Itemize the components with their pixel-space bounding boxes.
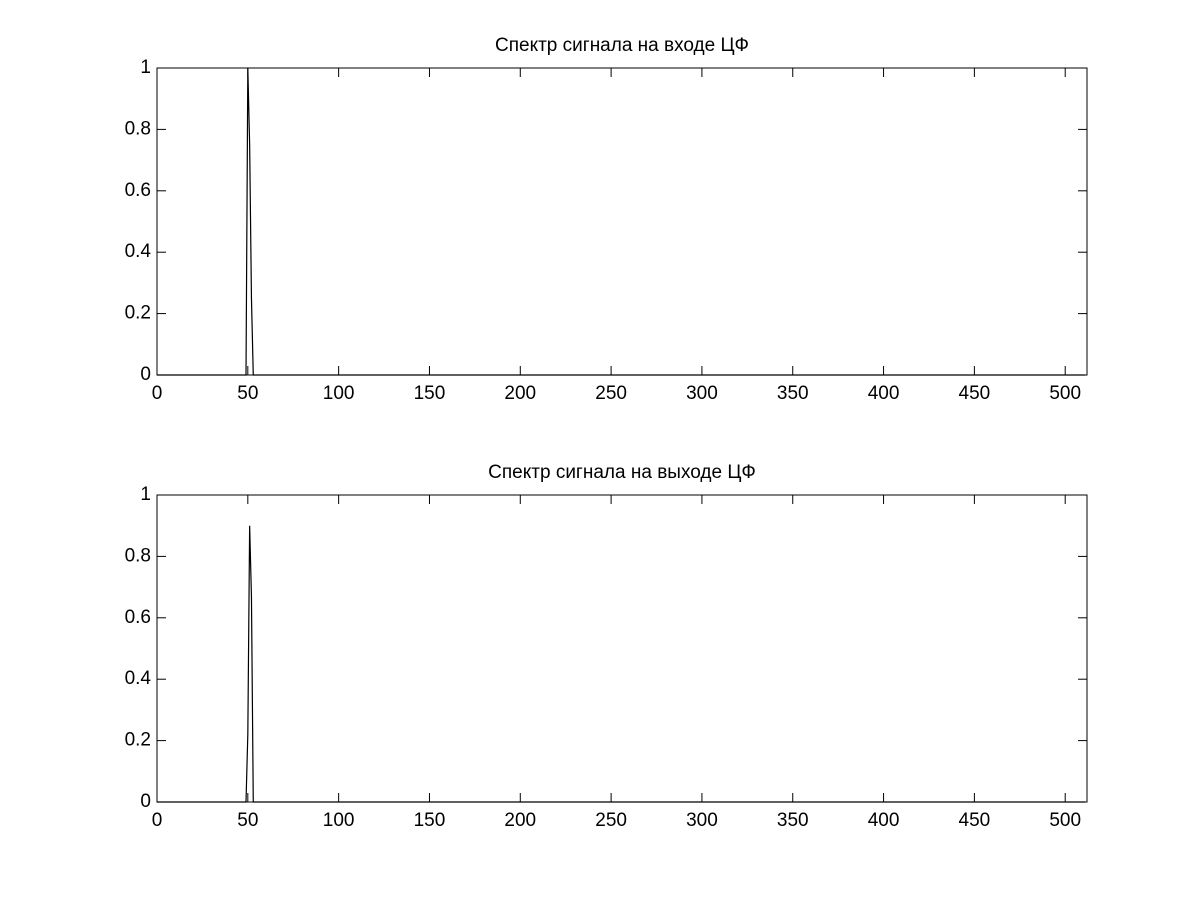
spectrum-line [157,525,1086,803]
y-tick-label: 0.2 [125,730,151,751]
x-tick-label: 100 [323,383,355,404]
y-tick-label: 0 [140,364,151,385]
chart-title: Спектр сигнала на выходе ЦФ [488,462,756,483]
y-tick-label: 0.8 [125,118,151,139]
x-tick-label: 400 [868,383,900,404]
x-tick-label: 500 [1049,383,1081,404]
x-tick-label: 50 [237,383,258,404]
x-tick-label: 50 [237,810,258,831]
x-tick-label: 350 [777,383,809,404]
x-tick-label: 400 [868,810,900,831]
y-tick-label: 1 [140,57,151,78]
x-tick-label: 0 [152,810,163,831]
y-tick-label: 0.6 [125,180,151,201]
x-tick-label: 200 [504,810,536,831]
y-tick-label: 1 [140,484,151,505]
y-tick-label: 0.2 [125,303,151,324]
x-tick-label: 300 [686,383,718,404]
y-tick-label: 0.8 [125,545,151,566]
x-tick-label: 250 [595,383,627,404]
x-tick-label: 250 [595,810,627,831]
chart-title: Спектр сигнала на входе ЦФ [495,35,749,56]
x-tick-label: 200 [504,383,536,404]
x-tick-label: 450 [959,810,991,831]
x-tick-label: 350 [777,810,809,831]
x-tick-label: 0 [152,383,163,404]
y-tick-label: 0.4 [125,668,152,689]
axes-box [156,67,1088,376]
x-tick-label: 100 [323,810,355,831]
x-tick-label: 150 [414,810,446,831]
x-tick-label: 150 [414,383,446,404]
spectrum-line [157,67,1086,376]
y-tick-label: 0.4 [125,241,152,262]
x-tick-label: 500 [1049,810,1081,831]
x-tick-label: 450 [959,383,991,404]
y-tick-label: 0.6 [125,607,151,628]
x-tick-label: 300 [686,810,718,831]
y-tick-label: 0 [140,791,151,812]
axes-box [156,494,1088,803]
